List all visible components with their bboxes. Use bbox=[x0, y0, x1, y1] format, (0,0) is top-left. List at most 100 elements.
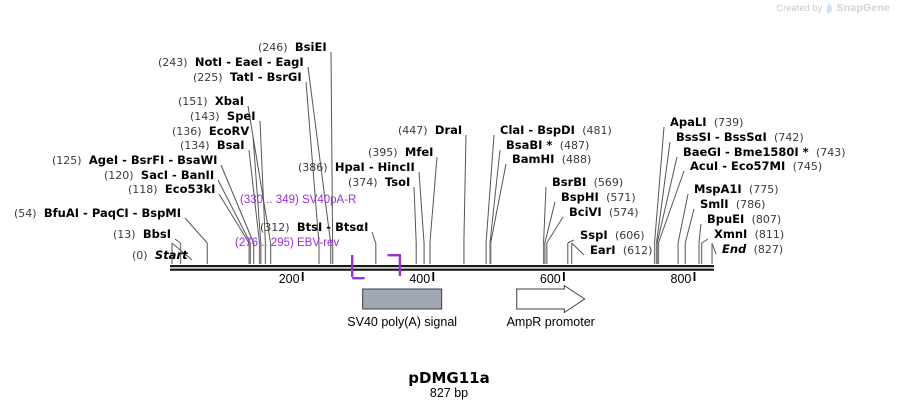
enzyme-label[interactable]: BssSI - BssSαI (742) bbox=[676, 131, 804, 144]
enzyme-label[interactable]: (151) XbaI bbox=[178, 95, 244, 108]
enzyme-position: (606) bbox=[614, 229, 645, 242]
enzyme-position: (612) bbox=[622, 244, 653, 257]
enzyme-name-separator: - bbox=[164, 153, 178, 167]
primer-label[interactable]: (276 .. 295) EBV-rev bbox=[235, 236, 339, 249]
enzyme-leader-line bbox=[485, 134, 495, 244]
enzyme-name: End bbox=[722, 242, 747, 256]
enzyme-position: (488) bbox=[561, 153, 592, 166]
enzyme-position: (374) bbox=[348, 176, 378, 189]
enzyme-label[interactable]: (134) BsaI bbox=[180, 139, 245, 152]
enzyme-name-separator: - bbox=[262, 55, 276, 69]
enzyme-label[interactable]: (246) BsiEI bbox=[258, 41, 327, 54]
cut-site-tick bbox=[332, 243, 334, 264]
cut-site-tick bbox=[248, 243, 250, 264]
enzyme-leader-line bbox=[567, 239, 575, 244]
enzyme-name: BpuEI bbox=[707, 212, 745, 226]
enzyme-label[interactable]: (374) TsoI bbox=[348, 176, 410, 189]
enzyme-names: Eco53kI bbox=[165, 182, 216, 196]
enzyme-label[interactable]: (13) BbsI bbox=[113, 228, 171, 241]
enzyme-name: BsrFI bbox=[130, 153, 165, 167]
enzyme-position: (571) bbox=[606, 191, 636, 204]
enzyme-names: BspHI bbox=[561, 190, 599, 204]
enzyme-leader-line bbox=[413, 186, 417, 244]
enzyme-label[interactable]: BsrBI (569) bbox=[552, 176, 623, 189]
enzyme-label[interactable]: (225) TatI - BsrGI bbox=[193, 71, 302, 84]
enzyme-label[interactable]: BpuEI (807) bbox=[707, 213, 781, 226]
enzyme-name: ClaI bbox=[500, 123, 525, 137]
cut-site-tick bbox=[657, 243, 660, 264]
enzyme-names: BsaBI * bbox=[506, 138, 552, 152]
enzyme-position: (395) bbox=[368, 146, 398, 159]
enzyme-label[interactable]: XmnI (811) bbox=[714, 228, 784, 241]
enzyme-position: (386) bbox=[298, 161, 328, 174]
enzyme-label[interactable]: End (827) bbox=[722, 243, 783, 256]
enzyme-label[interactable]: SspI (606) bbox=[580, 229, 645, 242]
watermark-created-label: Created by bbox=[776, 3, 823, 13]
primer-label[interactable]: (330 .. 349) SV40pA-R bbox=[240, 193, 356, 206]
enzyme-name-separator: - bbox=[79, 206, 92, 220]
enzyme-label[interactable]: AcuI - Eco57MI (745) bbox=[690, 160, 822, 173]
enzyme-label[interactable]: (386) HpaI - HincII bbox=[298, 161, 415, 174]
enzyme-label[interactable]: EarI (612) bbox=[590, 244, 652, 257]
enzyme-label[interactable]: (447) DraI bbox=[398, 124, 462, 137]
enzyme-label[interactable]: ClaI - BspDI (481) bbox=[500, 124, 612, 137]
enzyme-position: (743) bbox=[816, 146, 846, 159]
enzyme-position: (742) bbox=[774, 131, 804, 144]
enzyme-label[interactable]: (136) EcoRV bbox=[172, 125, 249, 138]
enzyme-label[interactable]: (125) AgeI - BsrFI - BsaWI bbox=[52, 154, 217, 167]
primer-bar bbox=[387, 254, 400, 257]
enzyme-name: EarI bbox=[590, 243, 616, 257]
enzyme-name: BspMI bbox=[141, 206, 182, 220]
enzyme-name: DraI bbox=[434, 123, 463, 137]
enzyme-name-separator: - bbox=[118, 153, 131, 167]
enzyme-name: ApaLI bbox=[670, 115, 707, 129]
enzyme-leader-line bbox=[418, 171, 425, 244]
primer-marker[interactable] bbox=[234, 204, 402, 276]
cut-site-tick bbox=[677, 243, 679, 264]
enzyme-name: BssSαI bbox=[723, 130, 767, 144]
enzyme-label[interactable]: SmlI (786) bbox=[700, 198, 765, 211]
enzyme-label[interactable]: MspA1I (775) bbox=[694, 183, 779, 196]
enzyme-label[interactable]: (0) Start bbox=[132, 249, 188, 262]
enzyme-name: BspHI bbox=[561, 190, 599, 204]
enzyme-name: BssSI bbox=[676, 130, 712, 144]
enzyme-label[interactable]: (312) BtsI - BtsαI bbox=[260, 221, 368, 234]
enzyme-position: (481) bbox=[582, 124, 612, 137]
enzyme-label[interactable]: (243) NotI - EaeI - EagI bbox=[158, 56, 304, 69]
enzyme-label[interactable]: BspHI (571) bbox=[561, 191, 636, 204]
enzyme-label[interactable]: (118) Eco53kI bbox=[128, 183, 215, 196]
enzyme-label[interactable]: (143) SpeI bbox=[190, 110, 256, 123]
enzyme-names: BbsI bbox=[143, 227, 171, 241]
cut-site-tick bbox=[330, 243, 332, 264]
primer-tail bbox=[351, 255, 354, 277]
cut-site-tick bbox=[179, 243, 182, 264]
enzyme-position: (120) bbox=[104, 169, 134, 182]
cut-site-tick bbox=[698, 243, 700, 264]
enzyme-name: BsrGI bbox=[266, 70, 302, 84]
enzyme-label[interactable]: (54) BfuAI - PaqCI - BspMI bbox=[14, 207, 181, 220]
enzyme-label[interactable]: ApaLI (739) bbox=[670, 116, 743, 129]
backbone-top-rule bbox=[170, 265, 714, 268]
cut-site-tick bbox=[269, 243, 272, 264]
enzyme-label[interactable]: BaeGI - Bme1580I * (743) bbox=[683, 146, 846, 159]
enzyme-label[interactable]: BciVI (574) bbox=[569, 206, 639, 219]
feature[interactable] bbox=[516, 284, 586, 314]
primer-marker[interactable] bbox=[229, 247, 365, 280]
enzyme-leader-line bbox=[259, 120, 266, 244]
feature[interactable] bbox=[362, 288, 443, 310]
enzyme-names: SpeI bbox=[227, 109, 256, 123]
enzyme-label[interactable]: BsaBI * (487) bbox=[506, 139, 589, 152]
enzyme-label[interactable]: BamHI (488) bbox=[512, 153, 591, 166]
enzyme-leader-line bbox=[546, 216, 564, 244]
feature-box bbox=[362, 288, 443, 310]
ruler-label: 600 bbox=[539, 272, 561, 286]
enzyme-names: ApaLI bbox=[670, 115, 707, 129]
enzyme-label[interactable]: (120) SacI - BanII bbox=[104, 169, 214, 182]
cut-site-tick bbox=[429, 243, 431, 264]
enzyme-position: (569) bbox=[593, 176, 624, 189]
enzyme-leader-line bbox=[698, 223, 702, 244]
enzyme-name: AcuI bbox=[690, 159, 719, 173]
cut-site-tick bbox=[700, 243, 703, 264]
enzyme-label[interactable]: (395) MfeI bbox=[368, 146, 433, 159]
